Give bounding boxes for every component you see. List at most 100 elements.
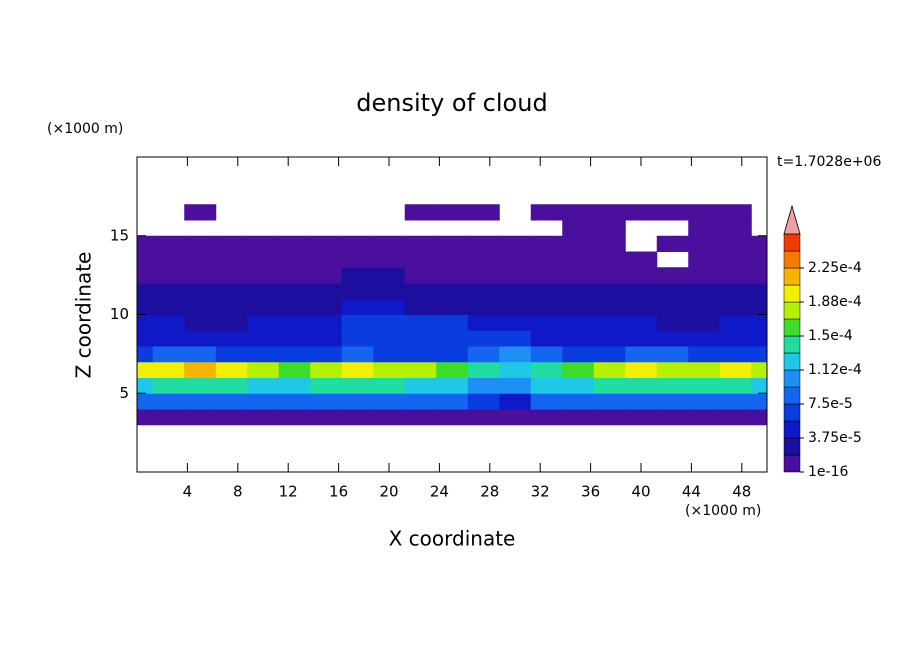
contour-field [137,204,767,426]
contour-cell [751,251,767,268]
colorbar-tick-label: 7.5e-5 [808,396,853,412]
contour-cell [530,393,563,410]
contour-cell [719,204,752,221]
contour-cell [278,314,311,331]
contour-cell [688,298,721,315]
contour-cell [656,283,689,300]
contour-cell [467,314,500,331]
contour-cell [137,267,154,284]
contour-cell [373,346,406,363]
contour-cell [310,330,343,347]
contour-cell [184,204,217,221]
contour-cell [137,393,154,410]
x-tick-label: 8 [233,483,243,501]
colorbar-band [783,301,801,320]
contour-cell [467,298,500,315]
contour-cell [152,251,185,268]
contour-cell [404,409,437,426]
contour-cell [625,393,658,410]
contour-cell [530,204,563,221]
contour-cell [656,267,689,284]
x-tick-label: 32 [531,483,550,501]
contour-cell [310,377,343,394]
contour-cell [247,267,280,284]
contour-cell [215,361,248,378]
contour-cell [278,409,311,426]
contour-cell [688,235,721,252]
colorbar-tick-label: 1e-16 [808,464,848,480]
contour-cell [404,267,437,284]
contour-cell [530,377,563,394]
colorbar-band [783,454,801,473]
contour-cell [593,298,626,315]
colorbar-band [783,369,801,388]
contour-cell [137,330,154,347]
contour-cell [467,409,500,426]
contour-cell [436,251,469,268]
contour-cell [184,330,217,347]
contour-cell [656,409,689,426]
contour-cell [341,298,374,315]
contour-cell [341,409,374,426]
contour-cell [278,298,311,315]
contour-cell [278,361,311,378]
contour-cell [593,220,626,237]
contour-cell [719,314,752,331]
contour-cell [436,393,469,410]
contour-cell [719,220,752,237]
colorbar-tick-label: 1.88e-4 [808,294,862,310]
contour-cell [436,204,469,221]
contour-cell [530,283,563,300]
contour-cell [184,377,217,394]
contour-cell [625,361,658,378]
contour-cell [341,267,374,284]
contour-cell [593,361,626,378]
contour-cell [593,330,626,347]
contour-cell [625,314,658,331]
contour-cell [688,204,721,221]
contour-cell [625,330,658,347]
contour-cell [719,235,752,252]
contour-cell [562,409,595,426]
contour-cell [310,361,343,378]
contour-cell [404,393,437,410]
y-tick-label: 15 [110,226,129,244]
contour-cell [751,409,767,426]
contour-cell [625,409,658,426]
contour-cell [593,346,626,363]
contour-cell [247,393,280,410]
contour-cell [247,251,280,268]
contour-cell [247,283,280,300]
contour-cell [341,361,374,378]
contour-cell [719,377,752,394]
contour-cell [751,346,767,363]
contour-cell [341,330,374,347]
contour-cell [656,346,689,363]
contour-cell [341,346,374,363]
x-tick-label: 48 [732,483,751,501]
contour-cell [341,251,374,268]
x-tick-label: 40 [631,483,650,501]
contour-cell [499,346,532,363]
contour-cell [184,314,217,331]
contour-cell [656,377,689,394]
contour-cell [373,377,406,394]
contour-cell [436,298,469,315]
x-tick-label: 44 [682,483,701,501]
contour-cell [499,377,532,394]
contour-cell [247,298,280,315]
contour-cell [562,204,595,221]
contour-cell [436,377,469,394]
contour-cell [310,267,343,284]
contour-cell [184,283,217,300]
colorbar-tick-label: 1.12e-4 [808,362,862,378]
contour-cell [688,409,721,426]
x-tick-label: 4 [183,483,193,501]
contour-cell [593,409,626,426]
contour-cell [436,409,469,426]
contour-cell [593,377,626,394]
contour-cell [530,235,563,252]
colorbar-band [783,335,801,354]
contour-cell [404,377,437,394]
